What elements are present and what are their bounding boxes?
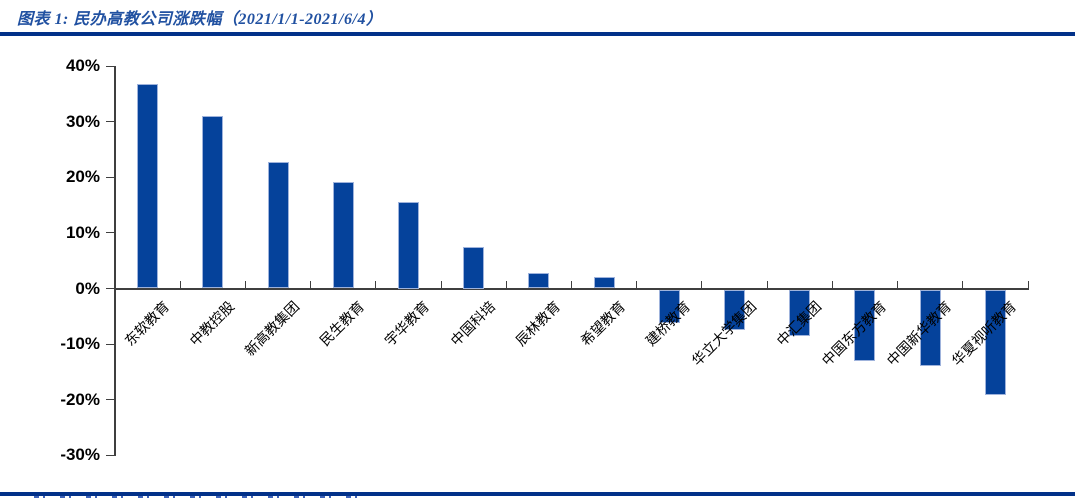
bar <box>528 272 550 289</box>
x-axis-label: 希望教育 <box>577 297 629 349</box>
top-divider <box>0 32 1075 36</box>
bar <box>919 289 941 366</box>
x-axis-label: 东软教育 <box>121 297 172 349</box>
x-tick <box>440 280 442 289</box>
x-axis-label: 新高教集团 <box>241 297 303 359</box>
bar <box>658 289 680 323</box>
x-axis-label: 中教控股 <box>186 297 238 349</box>
y-axis-label: -20% <box>60 389 100 409</box>
x-tick <box>571 280 572 289</box>
x-tick <box>766 280 768 289</box>
y-axis-label: 20% <box>65 167 100 187</box>
y-axis-label: -10% <box>60 334 100 354</box>
x-tick <box>505 280 507 289</box>
y-tick <box>105 176 114 178</box>
x-tick <box>897 280 899 289</box>
bar <box>984 289 1006 396</box>
y-axis-label: 30% <box>65 111 100 131</box>
y-axis-label: 0% <box>75 278 100 298</box>
clipped-footer-text-fragments <box>34 495 364 498</box>
figure-title: 图表 1: 民办高教公司涨跌幅（2021/1/1-2021/6/4） <box>17 11 383 28</box>
x-tick <box>244 280 246 289</box>
bar <box>724 289 746 330</box>
y-axis-label: -30% <box>60 445 100 465</box>
y-tick <box>105 399 114 401</box>
y-tick <box>105 288 114 289</box>
bar <box>202 115 224 289</box>
x-tick <box>179 280 181 289</box>
x-tick <box>114 280 116 289</box>
bar <box>332 181 354 289</box>
y-tick <box>105 121 114 123</box>
y-axis-line <box>113 66 116 457</box>
x-axis-label: 民生教育 <box>316 297 368 349</box>
bar-chart: 40% 30% 20% 10% 0% -10% -20% -30% 东软教育 中教控股 新高教集团民… <box>0 36 1075 492</box>
bar <box>463 246 485 289</box>
bar <box>397 202 419 289</box>
bottom-divider <box>0 492 1075 496</box>
x-tick <box>831 280 833 289</box>
x-axis-label: 辰林教育 <box>512 297 564 349</box>
bar <box>267 162 289 289</box>
x-tick <box>375 280 377 289</box>
y-tick <box>105 454 114 456</box>
bar <box>854 289 876 361</box>
bar <box>593 276 615 289</box>
x-tick <box>310 280 312 289</box>
x-axis-line <box>113 287 1029 290</box>
x-tick <box>701 280 703 289</box>
x-tick <box>1027 280 1029 289</box>
y-axis-label: 10% <box>65 222 100 242</box>
x-axis-label: 宇华教育 <box>381 297 433 349</box>
y-tick <box>105 65 114 67</box>
x-tick <box>636 280 638 289</box>
y-axis-label: 40% <box>65 56 100 75</box>
x-tick <box>962 280 964 289</box>
y-tick <box>105 343 114 345</box>
y-tick <box>105 232 114 234</box>
bar <box>789 289 811 336</box>
x-axis-label: 中国科培 <box>447 297 499 349</box>
bar <box>137 83 159 289</box>
